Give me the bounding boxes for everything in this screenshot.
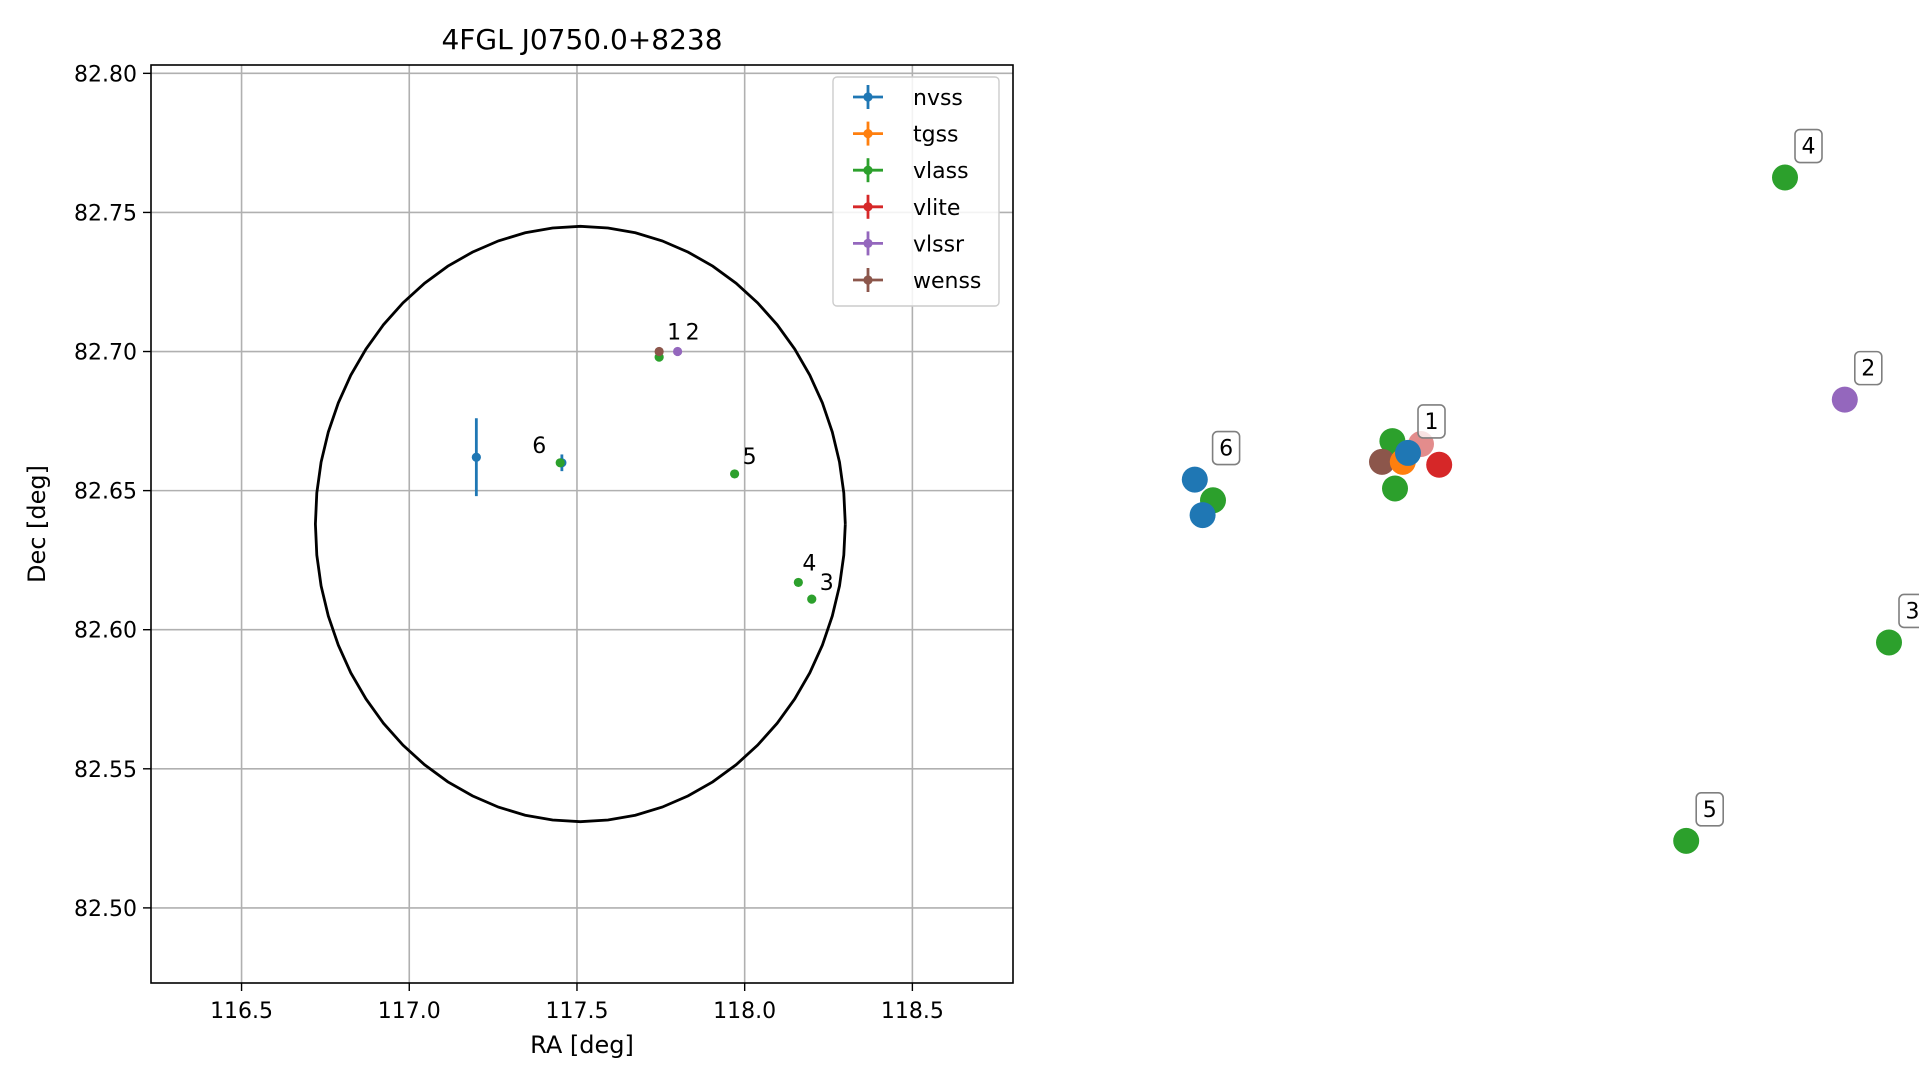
- point-annotation: 3: [820, 571, 834, 596]
- right-data-point: [1181, 466, 1208, 493]
- data-point-vlass: [730, 469, 740, 479]
- right-point-label: 2: [1861, 357, 1875, 382]
- y-tick-label: 82.50: [74, 897, 137, 922]
- point-annotation: 5: [743, 445, 757, 470]
- right-data-point: [1673, 827, 1700, 854]
- right-label-box: [1211, 430, 1241, 466]
- data-point-wenss: [654, 346, 664, 357]
- right-data-points: [1181, 164, 1902, 854]
- legend-marker-vlssr: [863, 238, 873, 248]
- right-point-label: 4: [1802, 135, 1816, 160]
- right-data-point: [1426, 451, 1453, 478]
- x-tick-label: 118.0: [713, 999, 776, 1024]
- data-point-vlass: [555, 458, 565, 468]
- right-data-point: [1189, 502, 1216, 529]
- right-data-point: [1772, 164, 1798, 191]
- right-point-label: 6: [1219, 437, 1233, 462]
- chart-title: 4FGL J0750.0+8238: [441, 23, 722, 56]
- y-axis-label: Dec [deg]: [23, 465, 51, 583]
- point-annotation: 1: [667, 321, 681, 346]
- localization-ellipse: [313, 224, 847, 824]
- localization-ellipse-path: [313, 224, 847, 824]
- legend-label-vlite: vlite: [913, 196, 960, 221]
- legend-label-tgss: tgss: [913, 123, 959, 148]
- y-tick-label: 82.70: [74, 341, 137, 366]
- right-chart: 1 2 3 4 5 6: [1181, 128, 1919, 854]
- x-axis-ticks: 116.5 117.0 117.5 118.0 118.5: [210, 983, 944, 1024]
- right-data-point: [1395, 439, 1421, 466]
- data-point-vlass: [793, 577, 803, 588]
- data-point-vlass: [807, 594, 817, 604]
- legend-marker-vlite: [863, 202, 873, 212]
- data-point-nvss: [471, 452, 481, 462]
- y-tick-label: 82.65: [74, 480, 137, 505]
- x-tick-label: 117.5: [545, 999, 608, 1024]
- x-tick-label: 118.5: [881, 999, 944, 1024]
- point-annotation: 4: [802, 551, 816, 576]
- data-points: [471, 346, 817, 604]
- right-label-box: [1695, 792, 1724, 827]
- right-label-box: [1794, 128, 1823, 164]
- x-tick-label: 116.5: [210, 999, 273, 1024]
- left-chart: 4FGL J0750.0+8238 1 2 6 5 43 116.5 117.0 117.5…: [23, 23, 1014, 1059]
- right-point-labels: 1 2 3 4 5 6: [1211, 128, 1919, 827]
- legend: nvss tgss vlass vlite vlssr wenss: [832, 76, 1000, 307]
- data-point-vlssr: [672, 346, 683, 357]
- y-tick-label: 82.75: [74, 201, 137, 226]
- right-data-point: [1382, 475, 1408, 502]
- legend-marker-tgss: [863, 129, 873, 139]
- point-annotation: 2: [686, 321, 700, 346]
- right-data-point: [1369, 448, 1395, 475]
- right-data-point: [1831, 386, 1858, 413]
- legend-label-vlssr: vlssr: [913, 232, 965, 257]
- point-annotation: 6: [532, 434, 546, 459]
- legend-label-vlass: vlass: [913, 159, 969, 184]
- right-label-box: [1854, 350, 1883, 386]
- legend-marker-wenss: [863, 275, 873, 285]
- legend-marker-nvss: [863, 92, 873, 102]
- x-axis-label: RA [deg]: [530, 1031, 634, 1059]
- right-label-box: [1417, 404, 1446, 439]
- y-tick-label: 82.60: [74, 619, 137, 644]
- x-tick-label: 117.0: [378, 999, 441, 1024]
- legend-label-nvss: nvss: [913, 86, 963, 111]
- y-tick-label: 82.80: [74, 62, 137, 87]
- right-data-point: [1876, 629, 1902, 656]
- right-point-label: 1: [1425, 410, 1439, 435]
- plot-frame: [150, 64, 1014, 984]
- y-axis-ticks: 82.50 82.55 82.60 82.65 82.70 82.75 82.80: [74, 62, 151, 922]
- right-point-label: 3: [1906, 599, 1919, 624]
- right-label-box: [1898, 593, 1919, 629]
- y-tick-label: 82.55: [74, 758, 137, 783]
- point-annotations: 1 2 6 5 43: [532, 321, 834, 597]
- legend-label-wenss: wenss: [913, 269, 981, 294]
- right-point-label: 5: [1703, 798, 1717, 823]
- legend-marker-vlass: [863, 165, 873, 175]
